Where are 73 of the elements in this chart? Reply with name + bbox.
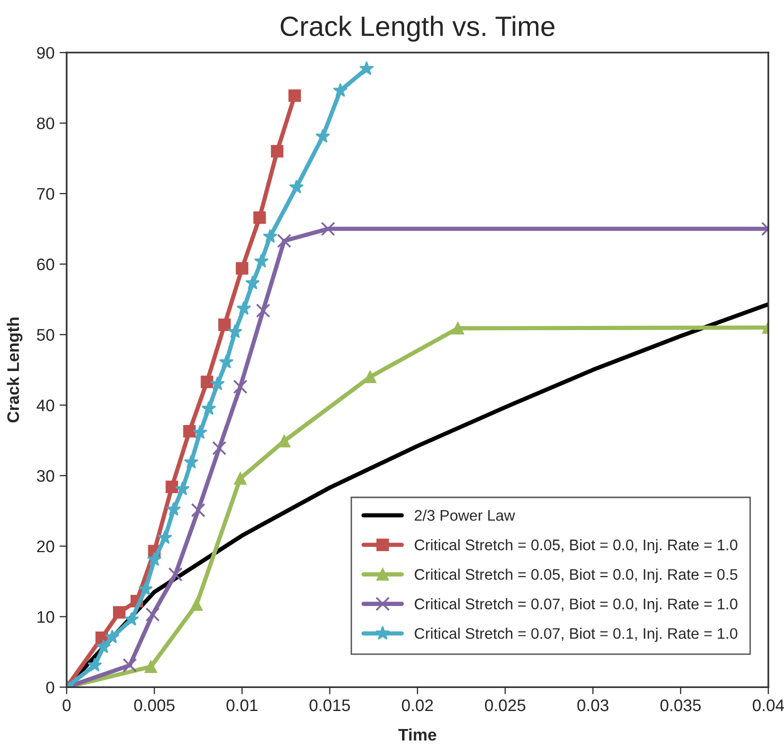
point [332,83,348,97]
point [158,530,172,544]
point [145,607,160,622]
y-tick-label: 90 [37,46,54,59]
legend-label: Critical Stretch = 0.05, Biot = 0.0, Inj. Rate = 0.5 [414,568,738,583]
x-tick-label: 0.015 [310,699,350,712]
point [192,424,208,439]
point [234,472,247,485]
x-tick-label: 0.03 [577,699,608,712]
point [113,606,126,619]
point [138,582,153,596]
point [254,254,269,268]
point [212,440,226,456]
point [253,211,266,224]
point [184,454,198,469]
y-tick-label: 80 [37,117,54,130]
x-tick-label: 0.02 [402,699,433,712]
point [166,502,181,516]
point [190,598,203,611]
x-tick-label: 0 [62,699,71,712]
point [452,322,464,335]
point [218,354,234,368]
y-tick-label: 50 [36,329,54,341]
point [245,276,260,290]
y-tick-label: 40 [36,400,54,412]
point [320,222,336,236]
legend-label: Critical Stretch = 0.07, Biot = 0.0, Inj. Rate = 1.0 [414,598,738,612]
point [228,324,242,338]
point [183,424,196,438]
legend-label: Critical Stretch = 0.07, Biot = 0.1, Inj. Rate = 1.0 [414,628,738,642]
point [256,303,270,318]
y-tick-label: 30 [36,470,54,482]
y-tick-label: 60 [37,258,54,270]
point [122,658,137,672]
point [104,629,120,644]
point [262,228,278,243]
point [200,376,214,388]
point [210,376,225,390]
y-tick-label: 10 [38,611,54,623]
y-tick-label: 70 [37,188,54,200]
point [168,567,183,582]
point [96,639,111,654]
point [124,612,139,626]
point [236,300,252,315]
point [144,660,158,673]
y-axis-title: Crack Length [6,318,22,422]
legend-label: 2/3 Power Law [414,510,516,521]
point [289,180,304,194]
point [175,481,190,496]
point [201,401,216,415]
y-tick-label: 0 [46,682,54,694]
point [147,552,162,566]
point [288,89,301,102]
point [364,370,376,384]
x-tick-label: 0.005 [134,699,175,712]
x-axis-title: Time [398,728,436,741]
point [236,262,248,275]
x-tick-label: 0.01 [226,699,258,712]
x-tick-label: 0.035 [660,699,701,712]
chart-title: Crack Length vs. Time [280,16,554,42]
point [277,234,292,248]
point [191,503,206,518]
point [87,658,102,672]
y-tick-label: 20 [37,540,54,552]
x-tick-label: 0.04 [752,699,784,712]
point [315,128,330,143]
x-tick-label: 0.025 [484,699,526,712]
point [359,61,374,76]
legend-label: Critical Stretch = 0.05, Biot = 0.0, Inj. Rate = 1.0 [414,539,738,554]
point [270,145,284,158]
point [218,318,231,331]
point [233,380,248,394]
point [166,480,178,494]
